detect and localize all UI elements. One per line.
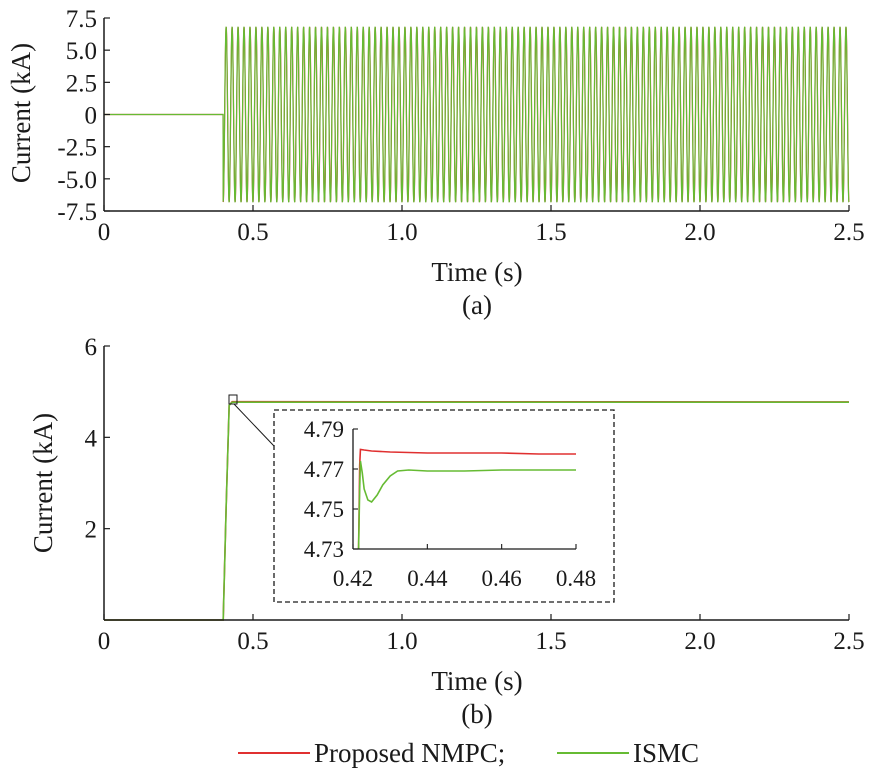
panel-b-caption: (b) [461, 699, 492, 729]
panel-a-y-tick-label: -5.0 [57, 167, 97, 194]
panel-a-series [104, 26, 850, 203]
inset-y-tick-label: 4.73 [304, 537, 344, 562]
panel-a-caption: (a) [462, 290, 492, 320]
inset-series [357, 448, 576, 550]
inset-y-tick-label: 4.75 [304, 497, 344, 522]
panel-a-x-tick-label: 1.5 [535, 219, 566, 246]
panel-b-axes [103, 346, 849, 621]
panel-b-x-tick-label: 1.5 [535, 628, 566, 655]
panel-a-x-tick-label: 0 [98, 219, 111, 246]
panel-b-x-tick-label: 2.0 [684, 628, 715, 655]
inset-frame [273, 409, 615, 603]
zoom-region-marker [228, 394, 238, 405]
panel-a-y-tick-label: -2.5 [57, 135, 97, 162]
inset-axes [352, 429, 576, 550]
panel-b-x-tick-label: 1.0 [386, 628, 417, 655]
panel-b-y-axis-title: Current (kA) [28, 413, 58, 553]
inset-plot: 0.42 0.44 0.46 0.48 4.79 4.77 4.75 4.73 [273, 409, 615, 603]
panel-a-x-axis-title: Time (s) [431, 257, 522, 287]
panel-b-y-tick-label: 4 [85, 425, 98, 452]
panel-a-y-axis-title: Current (kA) [6, 43, 36, 183]
panel-a-y-tick-label: 5.0 [66, 38, 97, 65]
panel-a-x-tick-label: 1.0 [386, 219, 417, 246]
panel-a-series-ismc [104, 26, 850, 203]
panel-a-ticks: 0 0.5 1.0 1.5 2.0 2.5 7.5 5.0 2.5 0 -2.5 -5.0 -7.5 [57, 6, 864, 246]
panel-a-x-tick-label: 0.5 [237, 219, 268, 246]
zoom-connector-line [233, 403, 275, 447]
panel-b-y-tick-label: 2 [85, 517, 98, 544]
panel-a-x-tick-label: 2.0 [684, 219, 715, 246]
legend: Proposed NMPC; ISMC [238, 738, 699, 768]
panel-b-y-tick-label: 6 [85, 334, 98, 361]
panel-b-x-tick-label: 2.5 [833, 628, 864, 655]
panel-b-x-tick-label: 0 [98, 628, 111, 655]
inset-series-nmpc [357, 448, 576, 550]
legend-label-ismc: ISMC [633, 738, 699, 768]
inset-y-tick-label: 4.77 [304, 457, 344, 482]
legend-label-nmpc: Proposed NMPC; [314, 738, 505, 768]
inset-x-tick-label: 0.44 [407, 566, 448, 591]
inset-series-ismc [357, 460, 576, 550]
inset-ticks: 0.42 0.44 0.46 0.48 4.79 4.77 4.75 4.73 [304, 417, 596, 591]
panel-a-y-tick-label: 2.5 [66, 70, 97, 97]
inset-x-tick-label: 0.46 [482, 566, 522, 591]
panel-b-x-axis-title: Time (s) [431, 666, 522, 696]
inset-y-tick-label: 4.79 [304, 417, 344, 442]
panel-b: 0 0.5 1.0 1.5 2.0 2.5 6 4 2 Time (s) Current (kA… [28, 334, 865, 729]
panel-a: 0 0.5 1.0 1.5 2.0 2.5 7.5 5.0 2.5 0 -2.5 -5.0 -7.5 T… [6, 6, 865, 320]
panel-a-y-tick-label: 7.5 [66, 6, 97, 33]
panel-b-x-tick-label: 0.5 [237, 628, 268, 655]
panel-a-y-tick-label: -7.5 [57, 199, 97, 226]
inset-x-tick-label: 0.48 [556, 566, 596, 591]
inset-x-tick-label: 0.42 [333, 566, 373, 591]
panel-a-x-tick-label: 2.5 [833, 219, 864, 246]
panel-b-ticks: 0 0.5 1.0 1.5 2.0 2.5 6 4 2 [85, 334, 865, 655]
panel-a-y-tick-label: 0 [85, 103, 98, 130]
